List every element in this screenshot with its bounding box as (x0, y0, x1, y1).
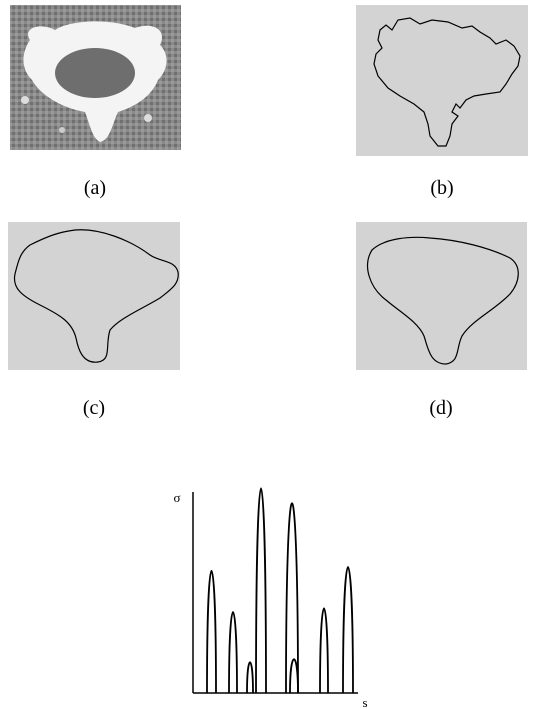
panel-label: (a) (84, 177, 106, 199)
contour-raw (356, 5, 528, 156)
y-axis-label: σ (173, 490, 180, 505)
css-plot: σ s (173, 488, 367, 709)
x-axis-label: s (362, 695, 367, 709)
contour-smooth-d (356, 222, 527, 370)
panel-label: (b) (430, 177, 453, 199)
ct-image (10, 5, 181, 150)
panel-label: (d) (429, 397, 452, 419)
panel-label: (c) (83, 397, 105, 419)
figure: (a) (b) (c) (d) σ s (0, 0, 534, 709)
contour-smooth-c (8, 222, 180, 370)
